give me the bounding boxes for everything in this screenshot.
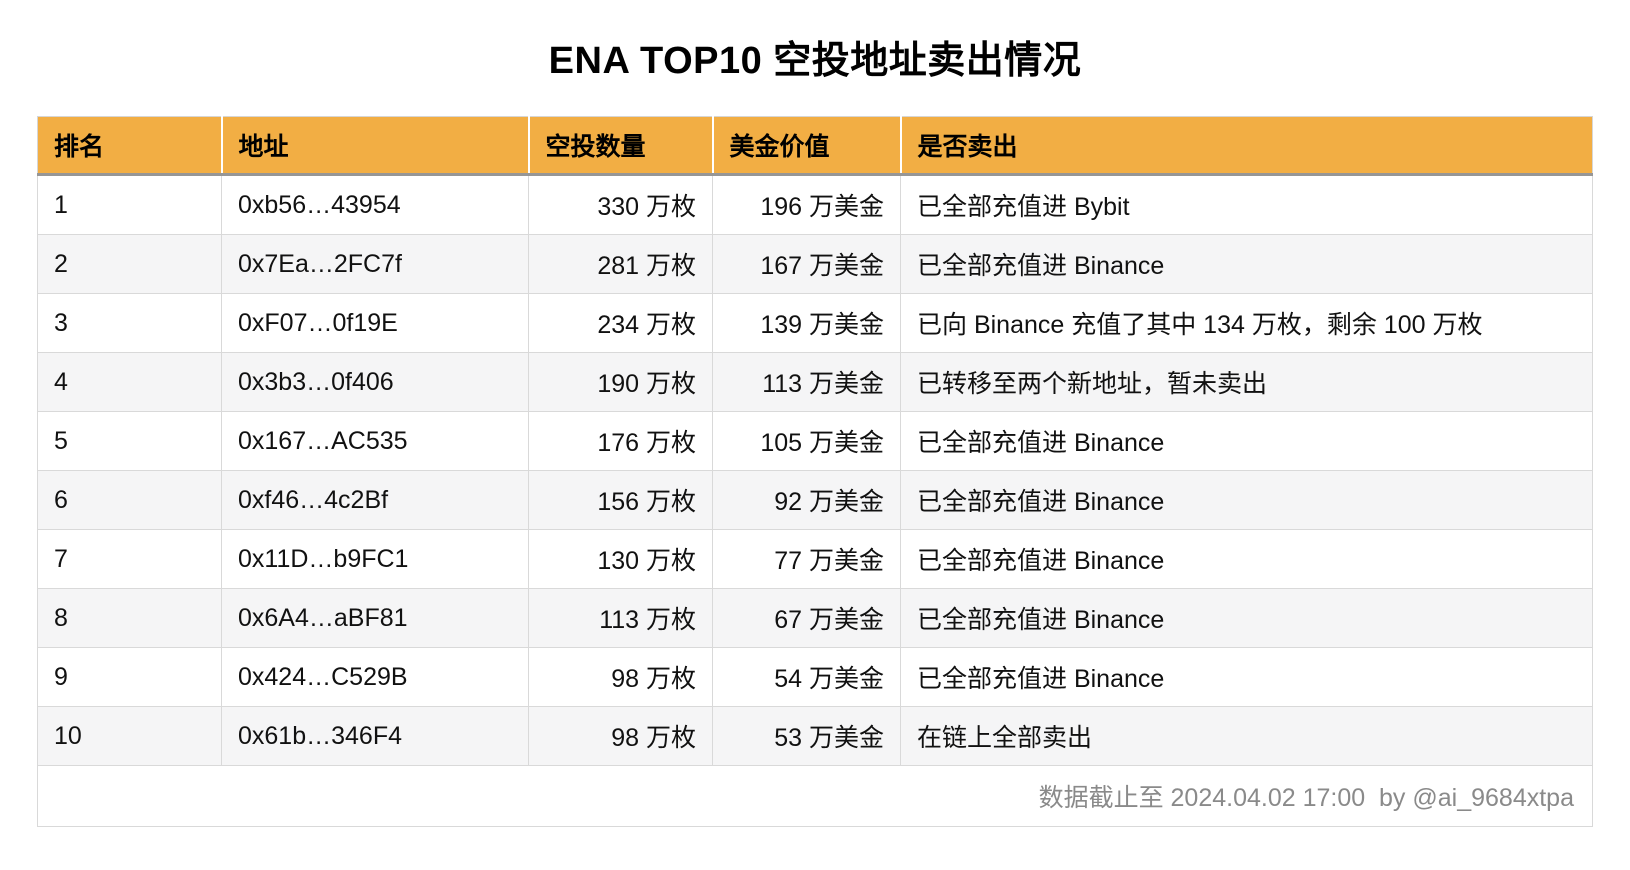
cell-value: 77 万美金 [712, 529, 901, 589]
column-header-value: 美金价值 [712, 116, 902, 176]
table-row: 8 0x6A4…aBF81 113 万枚 67 万美金 已全部充值进 Binance [37, 588, 1593, 648]
footer-cell: 数据截止至 2024.04.02 17:00 by @ai_9684xtpa [37, 765, 1593, 827]
cell-status: 已转移至两个新地址，暂未卖出 [900, 352, 1593, 412]
page-title: ENA TOP10 空投地址卖出情况 [548, 40, 1082, 82]
cell-value: 139 万美金 [712, 293, 901, 353]
cell-rank: 10 [37, 706, 222, 766]
table-body: 1 0xb56…43954 330 万枚 196 万美金 已全部充值进 Bybit 2 0x… [37, 174, 1593, 766]
cell-address: 0x11D…b9FC1 [221, 529, 529, 589]
cell-rank: 3 [37, 293, 222, 353]
table-row: 7 0x11D…b9FC1 130 万枚 77 万美金 已全部充值进 Binance [37, 529, 1593, 589]
cell-status: 在链上全部卖出 [900, 706, 1593, 766]
cell-address: 0xf46…4c2Bf [221, 470, 529, 530]
cell-amount: 176 万枚 [528, 411, 713, 471]
cell-status: 已向 Binance 充值了其中 134 万枚，剩余 100 万枚 [900, 293, 1593, 353]
cell-address: 0x61b…346F4 [221, 706, 529, 766]
table-row: 2 0x7Ea…2FC7f 281 万枚 167 万美金 已全部充值进 Binance [37, 234, 1593, 294]
column-header-amount: 空投数量 [528, 116, 714, 176]
cell-status: 已全部充值进 Binance [900, 470, 1593, 530]
cell-value: 53 万美金 [712, 706, 901, 766]
cell-value: 167 万美金 [712, 234, 901, 294]
cell-value: 196 万美金 [712, 174, 901, 235]
cell-status: 已全部充值进 Binance [900, 529, 1593, 589]
header-row: 排名 地址 空投数量 美金价值 是否卖出 [37, 116, 1593, 176]
cell-address: 0xF07…0f19E [221, 293, 529, 353]
cell-address: 0x3b3…0f406 [221, 352, 529, 412]
cell-amount: 190 万枚 [528, 352, 713, 412]
table-row: 5 0x167…AC535 176 万枚 105 万美金 已全部充值进 Binance [37, 411, 1593, 471]
cell-value: 92 万美金 [712, 470, 901, 530]
cell-address: 0x6A4…aBF81 [221, 588, 529, 648]
table-row: 4 0x3b3…0f406 190 万枚 113 万美金 已转移至两个新地址，暂未卖出 [37, 352, 1593, 412]
cell-rank: 6 [37, 470, 222, 530]
cell-value: 67 万美金 [712, 588, 901, 648]
table-row: 9 0x424…C529B 98 万枚 54 万美金 已全部充值进 Binance [37, 647, 1593, 707]
column-header-address: 地址 [221, 116, 530, 176]
cell-amount: 113 万枚 [528, 588, 713, 648]
table-row: 10 0x61b…346F4 98 万枚 53 万美金 在链上全部卖出 [37, 706, 1593, 766]
cell-status: 已全部充值进 Binance [900, 411, 1593, 471]
airdrop-table: 排名 地址 空投数量 美金价值 是否卖出 1 0xb56…43954 330 万枚 196 万… [37, 116, 1593, 827]
cell-rank: 2 [37, 234, 222, 294]
cell-amount: 234 万枚 [528, 293, 713, 353]
cell-amount: 98 万枚 [528, 647, 713, 707]
table-row: 6 0xf46…4c2Bf 156 万枚 92 万美金 已全部充值进 Binance [37, 470, 1593, 530]
cell-status: 已全部充值进 Binance [900, 588, 1593, 648]
cell-status: 已全部充值进 Bybit [900, 174, 1593, 235]
cell-amount: 130 万枚 [528, 529, 713, 589]
cell-address: 0x424…C529B [221, 647, 529, 707]
cell-rank: 4 [37, 352, 222, 412]
table-row: 1 0xb56…43954 330 万枚 196 万美金 已全部充值进 Bybit [37, 174, 1593, 235]
column-header-rank: 排名 [37, 116, 223, 176]
cell-address: 0x167…AC535 [221, 411, 529, 471]
footer-row: 数据截止至 2024.04.02 17:00 by @ai_9684xtpa [37, 765, 1593, 827]
cell-amount: 156 万枚 [528, 470, 713, 530]
cell-value: 54 万美金 [712, 647, 901, 707]
cell-amount: 281 万枚 [528, 234, 713, 294]
cell-amount: 330 万枚 [528, 174, 713, 235]
cell-status: 已全部充值进 Binance [900, 234, 1593, 294]
column-header-status: 是否卖出 [900, 116, 1593, 176]
cell-amount: 98 万枚 [528, 706, 713, 766]
cell-status: 已全部充值进 Binance [900, 647, 1593, 707]
cell-address: 0x7Ea…2FC7f [221, 234, 529, 294]
cell-rank: 9 [37, 647, 222, 707]
cell-rank: 8 [37, 588, 222, 648]
cell-value: 105 万美金 [712, 411, 901, 471]
cell-rank: 1 [37, 174, 222, 235]
cell-rank: 5 [37, 411, 222, 471]
footer-note: 数据截止至 2024.04.02 17:00 by @ai_9684xtpa [1038, 784, 1574, 812]
cell-address: 0xb56…43954 [221, 174, 529, 235]
cell-rank: 7 [37, 529, 222, 589]
table-row: 3 0xF07…0f19E 234 万枚 139 万美金 已向 Binance 充值了其… [37, 293, 1593, 353]
cell-value: 113 万美金 [712, 352, 901, 412]
